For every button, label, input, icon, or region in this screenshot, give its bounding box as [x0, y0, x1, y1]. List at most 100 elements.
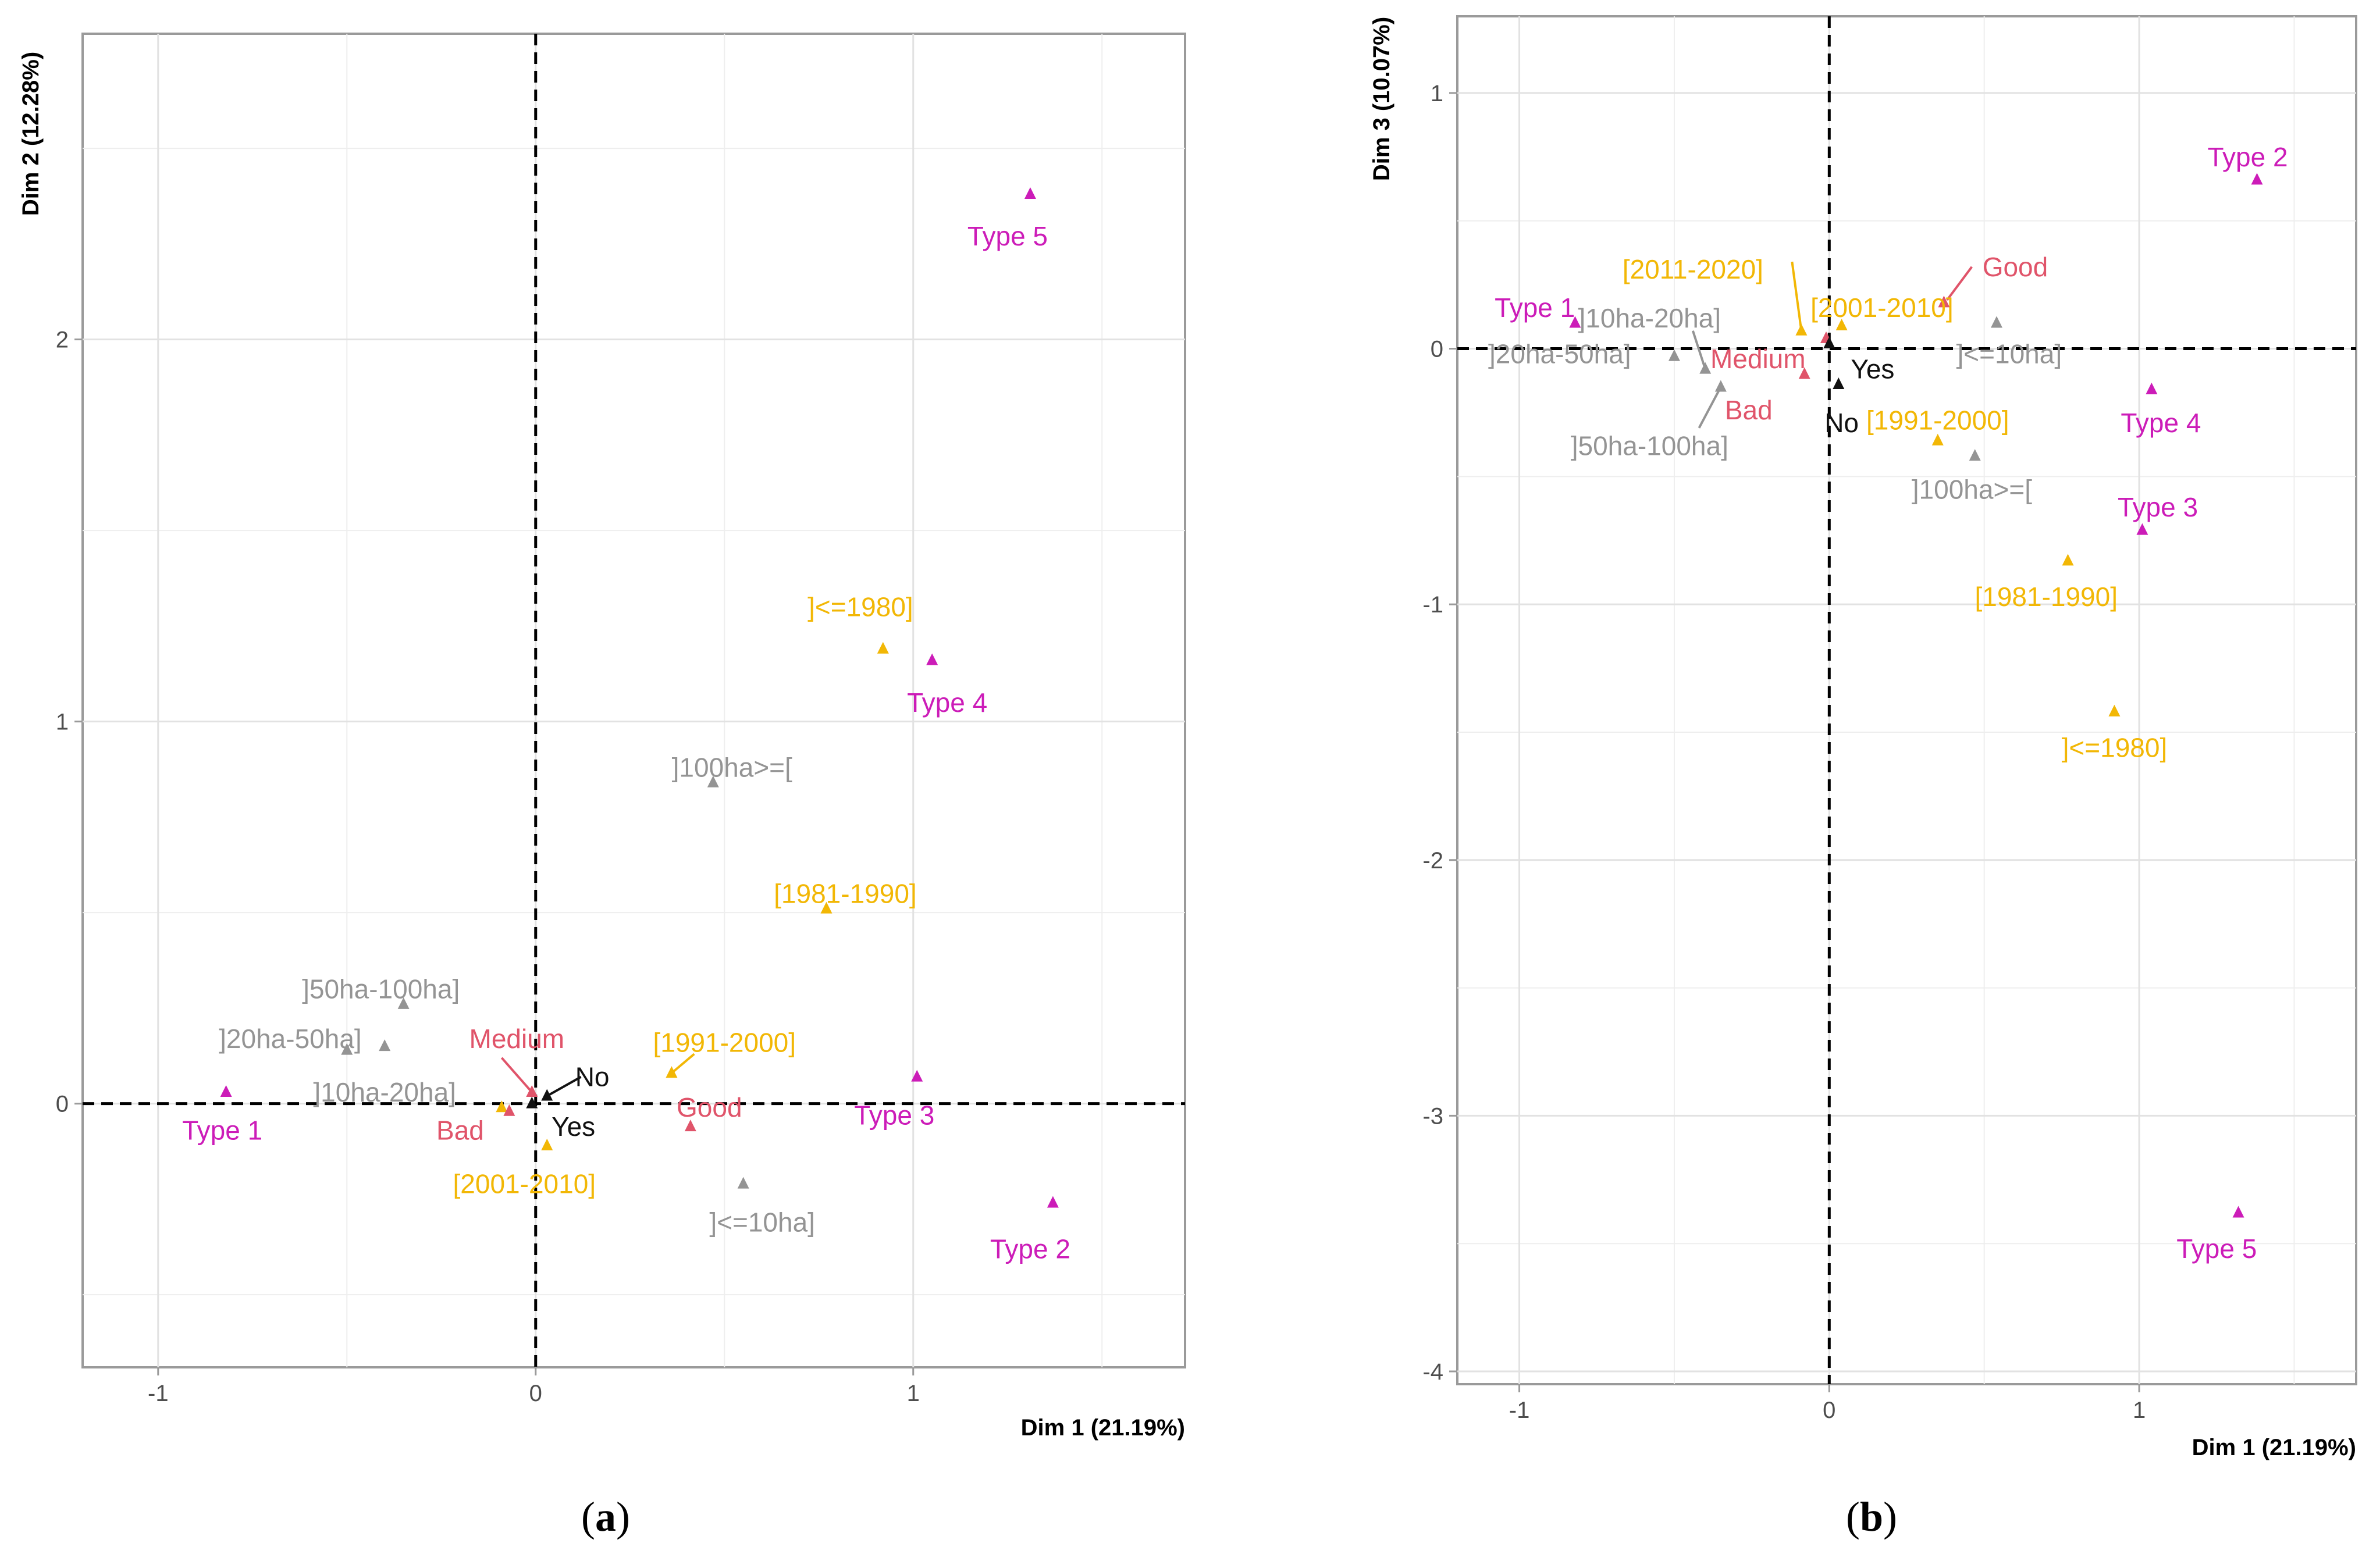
point-marker-year [2062, 554, 2074, 566]
point-marker-area [1699, 362, 1712, 374]
point-label-type: Type 1 [182, 1115, 262, 1146]
point-label-quality: Bad [1725, 395, 1773, 425]
panel-a-reference-lines [83, 34, 1185, 1367]
point-marker-type [220, 1085, 232, 1097]
panel-a-x-axis-title: Dim 1 (21.19%) [1021, 1415, 1185, 1441]
x-tick-label: 1 [2133, 1398, 2146, 1423]
point-label-area: ]20ha-50ha] [219, 1024, 362, 1054]
point-label-year: [1981-1990] [1975, 582, 2118, 612]
point-label-type: Type 4 [2121, 408, 2201, 438]
point-label-quality: Good [677, 1092, 742, 1122]
point-marker-year [877, 641, 889, 654]
point-marker-area [1991, 316, 2002, 328]
point-marker-type [2232, 1206, 2244, 1218]
point-marker-year [820, 901, 833, 914]
y-tick-label: -4 [1422, 1359, 1443, 1385]
point-label-year: [1991-2000] [1866, 405, 2009, 436]
panel-a-label-leaders [500, 1053, 695, 1097]
panel-b-label-leaders [1691, 261, 1973, 429]
point-label-type: Type 2 [990, 1234, 1070, 1264]
point-marker-type [1569, 316, 1581, 328]
y-tick-label: 0 [1431, 337, 1443, 362]
panel-b-tick-labels: -1 0 1 -4 -3 -2 -1 0 1 [1422, 81, 2146, 1423]
point-marker-answer [541, 1089, 553, 1101]
point-label-area: ]100ha>=[ [672, 752, 792, 782]
label-leader-line [546, 1075, 582, 1097]
point-label-area: ]<=10ha] [709, 1207, 815, 1237]
point-label-quality: Good [1983, 252, 2048, 282]
point-marker-area [341, 1043, 353, 1055]
point-label-answer: Yes [1851, 354, 1894, 384]
panel-a-y-axis-title: Dim 2 (12.28%) [18, 52, 44, 216]
point-marker-quality [526, 1085, 538, 1097]
panel-a-plot-frame [81, 33, 1186, 1368]
panel-a-caption: (a) [581, 1494, 630, 1540]
label-leader-line [1698, 386, 1722, 429]
point-marker-type [1047, 1196, 1059, 1208]
point-label-type: Type 3 [2118, 492, 2198, 522]
y-tick-label: 0 [56, 1092, 69, 1117]
point-label-type: Type 2 [2207, 142, 2287, 172]
y-tick-label: 1 [1431, 81, 1443, 106]
point-label-area: ]20ha-50ha] [1488, 338, 1631, 369]
point-label-year: [2011-2020] [1623, 254, 1763, 284]
panel-a-point-labels: Type 1 Type 2 Type 3 Type 4 Type 5]<=1980] [1… [182, 221, 1070, 1264]
y-tick-label: -1 [1422, 592, 1443, 618]
point-marker-year [666, 1066, 678, 1078]
point-label-area: ]50ha-100ha] [1571, 431, 1728, 461]
panel-b-reference-lines [1457, 16, 2356, 1384]
point-label-area: ]10ha-20ha] [313, 1077, 456, 1107]
x-tick-label: -1 [148, 1381, 169, 1406]
point-label-area: ]10ha-20ha] [1578, 303, 1721, 333]
point-label-type: Type 5 [2176, 1234, 2257, 1264]
point-marker-type [2136, 523, 2148, 535]
point-label-quality: Medium [1710, 344, 1806, 374]
point-marker-year [2108, 704, 2121, 717]
label-leader-line [1946, 266, 1973, 301]
point-marker-quality [684, 1120, 696, 1132]
point-label-answer: No [575, 1062, 610, 1092]
point-label-quality: Bad [436, 1115, 484, 1146]
point-label-answer: No [1824, 408, 1859, 438]
y-tick-label: 2 [56, 327, 69, 353]
y-tick-label: -3 [1422, 1103, 1443, 1129]
label-leader-line [1691, 330, 1707, 370]
point-marker-year [541, 1138, 553, 1150]
point-marker-area [1714, 380, 1727, 392]
point-label-type: Type 4 [907, 687, 987, 718]
point-label-year: [1991-2000] [653, 1028, 796, 1058]
panel-a-tick-labels: -1 0 1 0 1 2 [56, 327, 920, 1406]
point-label-area: ]50ha-100ha] [302, 974, 460, 1004]
point-marker-type [911, 1070, 923, 1082]
panel-b-plot-frame [1456, 15, 2357, 1385]
panel-b-x-axis-title: Dim 1 (21.19%) [2192, 1435, 2356, 1460]
point-label-type: Type 3 [854, 1100, 934, 1130]
point-label-answer: Yes [552, 1111, 595, 1142]
point-label-year: [2001-2010] [1810, 293, 1954, 323]
point-label-year: [2001-2010] [453, 1169, 596, 1199]
point-label-year: ]<=1980] [807, 592, 913, 622]
x-tick-label: -1 [1509, 1398, 1530, 1423]
x-tick-label: 0 [529, 1381, 542, 1406]
panel-b-y-axis-title: Dim 3 (10.07%) [1369, 17, 1394, 181]
point-marker-area [397, 997, 410, 1009]
point-label-year: [1981-1990] [774, 878, 917, 908]
point-label-year: ]<=1980] [2062, 732, 2168, 762]
point-marker-type [926, 653, 938, 665]
point-marker-year [1931, 433, 1944, 445]
point-marker-year [496, 1100, 508, 1113]
point-marker-answer [1833, 377, 1845, 390]
point-marker-area [737, 1177, 749, 1189]
point-label-area: ]100ha>=[ [1912, 474, 2032, 504]
point-marker-quality [1938, 295, 1950, 308]
label-leader-line [671, 1053, 695, 1074]
panel-a-gridlines [83, 34, 1185, 1367]
point-label-type: Type 1 [1495, 293, 1575, 323]
point-marker-area [379, 1039, 391, 1052]
panel-b-point-labels: Type 1 Type 2 Type 3 Type 4 Type 5 [2011-2020… [1488, 142, 2288, 1264]
panel-a-points [220, 187, 1059, 1208]
point-marker-quality [503, 1104, 515, 1116]
point-marker-area [1969, 449, 1981, 461]
x-tick-label: 0 [1823, 1398, 1835, 1423]
